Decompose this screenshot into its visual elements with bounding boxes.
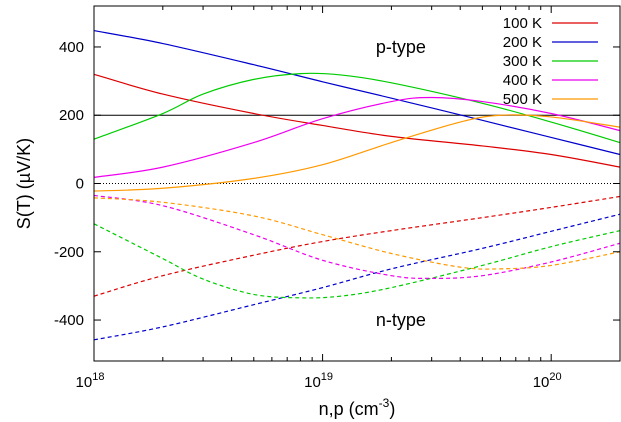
x-axis-label-close: ) (389, 399, 395, 419)
legend-label-300k: 300 K (503, 53, 542, 70)
series-100k-p-type-line (93, 73, 621, 168)
y-tick-label: 400 (59, 39, 84, 56)
annotations: p-type n-type (376, 37, 426, 330)
annotation-p-type: p-type (376, 37, 426, 57)
legend-label-500k: 500 K (503, 91, 542, 108)
series-300k-p-type-line (93, 72, 621, 144)
legend-label-100k: 100 K (503, 15, 542, 32)
series-100k-n-type-line (93, 195, 621, 297)
x-tick-label: 1020 (533, 371, 562, 391)
series-200k-n-type-line (93, 213, 621, 341)
series-400k-n-type-line (93, 194, 621, 279)
annotation-n-type: n-type (376, 310, 426, 330)
series-400k-p-type-line (93, 96, 621, 178)
axis-ticks: -400 -200 0 200 400 1018 1019 1020 (54, 6, 620, 391)
x-axis-label-sup: -3 (379, 396, 390, 410)
y-tick-label: 0 (76, 176, 84, 193)
x-axis-label: n,p (cm-3) (319, 396, 396, 419)
series-300k-n-type-line (93, 223, 621, 299)
legend-label-400k: 400 K (503, 72, 542, 89)
y-axis-label: S(T) (µV/K) (14, 138, 34, 229)
y-tick-label: 200 (59, 107, 84, 124)
x-tick-label: 1018 (76, 371, 105, 391)
y-tick-label: -200 (54, 244, 84, 261)
legend: 100 K 200 K 300 K 400 K 500 K (503, 15, 598, 108)
y-tick-label: -400 (54, 312, 84, 329)
series-500k-p-type-line (93, 114, 621, 192)
legend-label-200k: 200 K (503, 34, 542, 51)
series-200k-p-type-line (93, 29, 621, 156)
x-tick-label: 1019 (304, 371, 333, 391)
plot-lines (93, 29, 621, 341)
x-axis-label-base: n,p (cm (319, 399, 379, 419)
